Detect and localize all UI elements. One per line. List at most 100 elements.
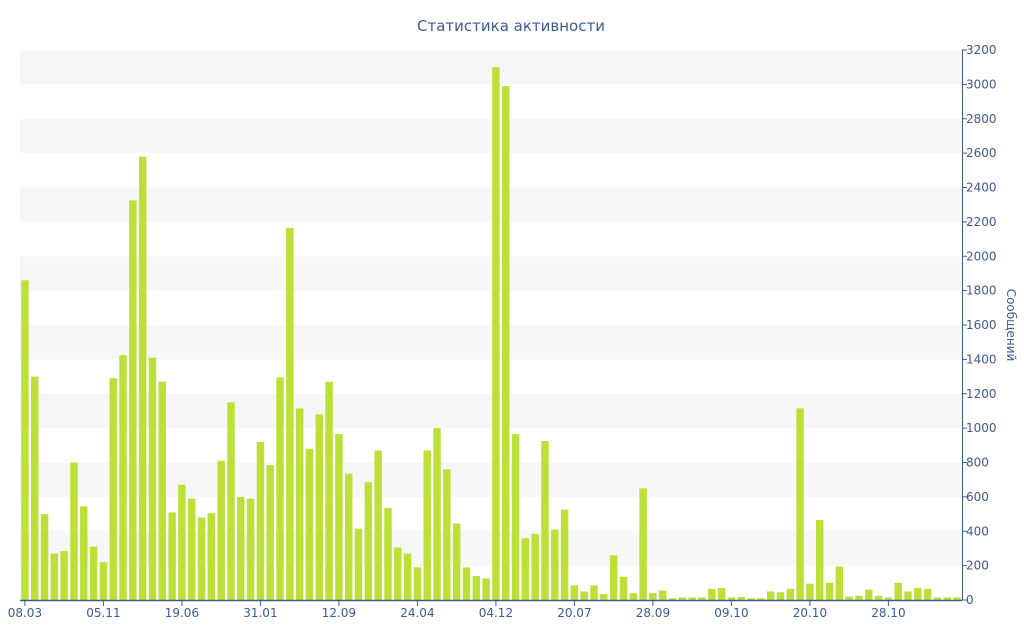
bar	[825, 582, 834, 600]
y-tick-label: 3200	[966, 43, 997, 57]
bar	[835, 566, 844, 600]
bar	[894, 582, 902, 600]
bar	[619, 576, 628, 600]
y-tick-label: 400	[966, 524, 989, 538]
x-tick-label: 24.04	[400, 606, 434, 620]
bar	[472, 575, 481, 600]
bar	[364, 482, 373, 600]
bar	[531, 533, 539, 600]
grid-band	[20, 50, 962, 85]
bar	[796, 408, 804, 600]
bar	[129, 200, 137, 600]
bar	[315, 414, 324, 600]
bar	[354, 528, 363, 600]
bar	[658, 590, 667, 600]
bar	[207, 513, 216, 600]
bar	[914, 587, 922, 600]
bar	[286, 227, 294, 600]
y-tick-label: 0	[966, 593, 974, 607]
x-tick-label: 04.12	[479, 606, 513, 620]
bar	[501, 86, 510, 600]
grid-band	[20, 256, 962, 291]
x-tick-label: 12.09	[322, 606, 356, 620]
y-tick-label: 2400	[966, 181, 997, 195]
bar	[855, 595, 863, 600]
bar	[688, 597, 696, 600]
bar	[492, 67, 500, 600]
y-tick-label: 2600	[966, 146, 997, 160]
bar	[865, 589, 873, 600]
y-tick-label: 2200	[966, 215, 997, 229]
bar	[452, 523, 461, 600]
bar	[727, 597, 736, 600]
bar	[708, 588, 716, 600]
bar	[717, 587, 726, 600]
bar	[344, 473, 353, 600]
y-tick-label: 2000	[966, 249, 997, 263]
bar	[884, 597, 893, 600]
grid-bands	[20, 50, 962, 566]
bar	[923, 588, 932, 600]
bar	[433, 428, 441, 600]
grid-band	[20, 187, 962, 222]
y-tick-label: 3000	[966, 77, 997, 91]
bar	[629, 593, 638, 600]
x-tick-label: 31.01	[243, 606, 277, 620]
y-axis-ticks: 0 200 400 600 800 1000 1200 1400 1600 1800 2000 220…	[962, 43, 997, 607]
bar	[649, 593, 657, 600]
bar	[178, 484, 186, 600]
bar	[21, 280, 29, 600]
y-tick-label: 800	[966, 456, 989, 470]
bar	[580, 591, 588, 600]
bar	[698, 597, 706, 600]
y-tick-label: 600	[966, 490, 989, 504]
bar	[305, 448, 314, 600]
bar	[276, 377, 284, 600]
chart-title: Статистика активности	[417, 17, 605, 35]
y-tick-label: 2800	[966, 112, 997, 126]
y-tick-label: 1800	[966, 284, 997, 298]
bar	[89, 546, 98, 600]
bar	[678, 597, 687, 600]
bar	[237, 496, 245, 600]
bar	[295, 408, 304, 600]
bar	[943, 597, 952, 600]
bar	[148, 357, 157, 600]
y-tick-label: 1600	[966, 318, 997, 332]
bar	[482, 578, 490, 600]
x-tick-label: 05.11	[86, 606, 120, 620]
grid-band	[20, 462, 962, 497]
bar	[757, 598, 765, 600]
bar	[443, 469, 451, 600]
bar	[845, 596, 853, 600]
bar	[335, 434, 343, 600]
bar	[30, 376, 39, 600]
bar	[138, 156, 147, 600]
y-tick-label: 1200	[966, 387, 997, 401]
bar	[246, 498, 255, 600]
bar	[413, 567, 422, 600]
bar	[786, 588, 795, 600]
bar	[551, 529, 559, 600]
bar	[609, 555, 618, 600]
y-tick-label: 200	[966, 559, 989, 573]
grid-band	[20, 325, 962, 360]
bar	[227, 402, 235, 600]
x-tick-label: 28.10	[871, 606, 905, 620]
bar	[904, 591, 912, 600]
bar	[570, 585, 579, 600]
bar	[80, 506, 88, 600]
bar	[374, 450, 382, 600]
x-tick-label: 28.09	[636, 606, 670, 620]
bar	[590, 585, 598, 600]
x-tick-label: 20.10	[793, 606, 827, 620]
grid-band	[20, 118, 962, 154]
bar	[40, 514, 49, 600]
grid-band	[20, 393, 962, 429]
bar	[197, 517, 206, 600]
bar	[521, 538, 530, 600]
y-axis-title: Сообщений	[1004, 289, 1018, 362]
bar	[403, 553, 412, 600]
